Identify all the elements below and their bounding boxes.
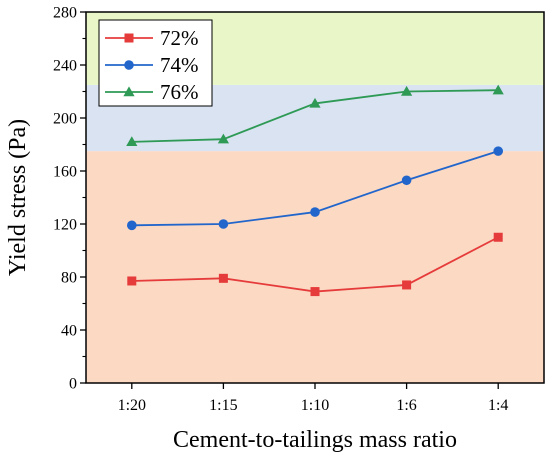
- plot-frame: [85, 11, 545, 384]
- data-point-1-0: [127, 220, 137, 231]
- data-point-2-3: [401, 85, 413, 96]
- data-point-2-4: [492, 84, 504, 95]
- y-tick-label-5: 200: [53, 111, 77, 128]
- data-point-1-2: [310, 207, 320, 217]
- legend-label-2: 76%: [160, 80, 199, 104]
- background-bands: [86, 12, 544, 383]
- data-point-2-2: [309, 97, 321, 108]
- background-band-0: [86, 151, 544, 383]
- legend-label-1: 74%: [160, 53, 199, 77]
- x-tick-label-0: 1:20: [118, 397, 146, 414]
- data-point-1-1: [218, 219, 229, 229]
- y-tick-label-2: 80: [61, 270, 77, 287]
- data-point-0-4: [493, 232, 503, 242]
- data-point-0-2: [310, 287, 320, 297]
- data-point-1-4: [493, 146, 504, 156]
- series-0: [127, 232, 503, 297]
- legend-marker-2: [123, 86, 135, 97]
- data-point-0-0: [127, 276, 137, 286]
- y-tick-label-7: 280: [53, 5, 77, 22]
- x-axis-title: Cement-to-tailings mass ratio: [173, 427, 457, 453]
- legend-label-0: 72%: [160, 26, 199, 50]
- series-layer: [126, 84, 504, 297]
- data-point-2-1: [217, 133, 229, 144]
- y-tick-label-4: 160: [53, 164, 77, 181]
- data-point-1-3: [401, 175, 412, 186]
- y-tick-label-0: 0: [69, 376, 77, 393]
- series-1: [127, 146, 504, 231]
- data-point-2-0: [126, 136, 138, 147]
- x-tick-label-3: 1:6: [396, 397, 416, 414]
- series-2: [126, 84, 504, 147]
- legend: 72% 74% 76%: [98, 19, 213, 107]
- legend-marker-0: [124, 33, 134, 43]
- data-point-0-3: [402, 280, 412, 290]
- y-axis-title: Yield stress (Pa): [5, 119, 31, 276]
- x-tick-label-1: 1:15: [209, 397, 237, 414]
- x-tick-label-2: 1:10: [301, 397, 329, 414]
- axis-ticks: 0 40 80 120 160 200 240 280 1:20 1:15 1:10 1:6 1:4: [53, 5, 508, 415]
- y-tick-label-6: 240: [53, 58, 77, 75]
- y-tick-label-1: 40: [61, 323, 77, 340]
- x-tick-label-4: 1:4: [488, 397, 508, 414]
- data-point-0-1: [218, 273, 228, 283]
- y-tick-label-3: 120: [53, 217, 77, 234]
- legend-marker-1: [124, 60, 134, 70]
